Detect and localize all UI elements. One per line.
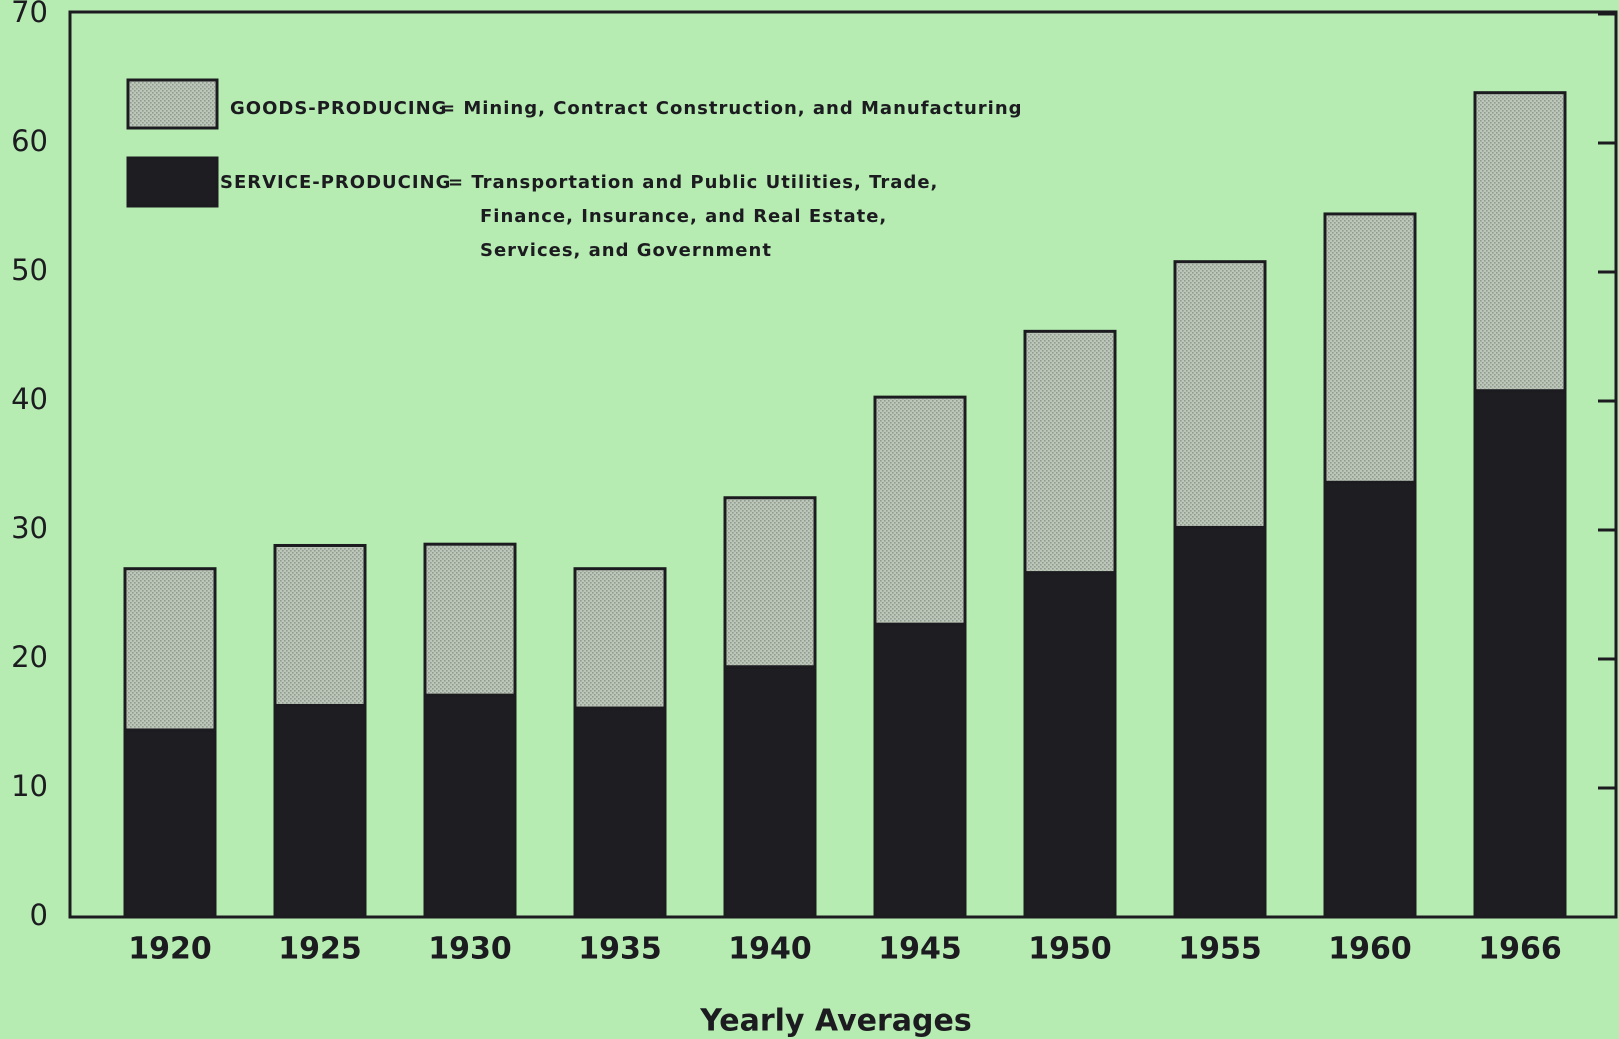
bar-texture bbox=[727, 499, 813, 665]
y-tick-label: 60 bbox=[11, 124, 48, 158]
y-tick-label: 70 bbox=[11, 0, 48, 29]
legend-label: SERVICE-PRODUCING bbox=[220, 172, 451, 193]
y-tick-label: 10 bbox=[11, 769, 48, 803]
legend-description: Finance, Insurance, and Real Estate, bbox=[480, 206, 887, 227]
bar-texture bbox=[427, 546, 513, 694]
bar-segment bbox=[423, 693, 517, 919]
bar-texture bbox=[1477, 94, 1563, 389]
plot-frame bbox=[68, 10, 1618, 919]
bar-texture bbox=[877, 399, 963, 623]
bar-segment bbox=[123, 728, 217, 919]
bar-segment bbox=[1173, 525, 1267, 919]
bar-segment bbox=[723, 665, 817, 919]
bar-segment bbox=[1323, 480, 1417, 919]
y-tick-label: 0 bbox=[30, 898, 48, 932]
x-axis-label: Yearly Averages bbox=[699, 1004, 971, 1039]
x-tick-label: 1930 bbox=[428, 932, 512, 967]
x-tick-label: 1945 bbox=[878, 932, 962, 967]
bar-segment bbox=[273, 703, 367, 919]
bar-texture bbox=[277, 547, 363, 704]
bar-segment bbox=[1023, 571, 1117, 919]
legend-swatch bbox=[126, 156, 219, 208]
x-tick-label: 1950 bbox=[1028, 932, 1112, 967]
legend-description: = Mining, Contract Construction, and Man… bbox=[440, 98, 1023, 119]
legend-description: Services, and Government bbox=[480, 240, 772, 261]
bar-segment bbox=[1473, 389, 1567, 919]
bar-texture bbox=[577, 570, 663, 707]
x-tick-label: 1920 bbox=[128, 932, 212, 967]
y-tick-label: 30 bbox=[11, 511, 48, 545]
legend-label: GOODS-PRODUCING bbox=[230, 98, 447, 119]
x-tick-label: 1940 bbox=[728, 932, 812, 967]
bar-segment bbox=[573, 706, 667, 919]
bar-segment bbox=[873, 622, 967, 919]
bar-texture bbox=[1027, 333, 1113, 571]
x-tick-label: 1955 bbox=[1178, 932, 1262, 967]
x-tick-label: 1960 bbox=[1328, 932, 1412, 967]
bar-texture bbox=[1177, 263, 1263, 526]
bar-texture bbox=[127, 570, 213, 728]
x-tick-label: 1925 bbox=[278, 932, 362, 967]
x-tick-label: 1966 bbox=[1478, 932, 1562, 967]
legend-texture bbox=[130, 82, 215, 126]
y-tick-label: 40 bbox=[11, 382, 48, 416]
bar-texture bbox=[1327, 215, 1413, 481]
y-tick-label: 50 bbox=[11, 253, 48, 287]
x-tick-label: 1935 bbox=[578, 932, 662, 967]
legend-description: = Transportation and Public Utilities, T… bbox=[448, 172, 938, 193]
y-tick-label: 20 bbox=[11, 640, 48, 674]
